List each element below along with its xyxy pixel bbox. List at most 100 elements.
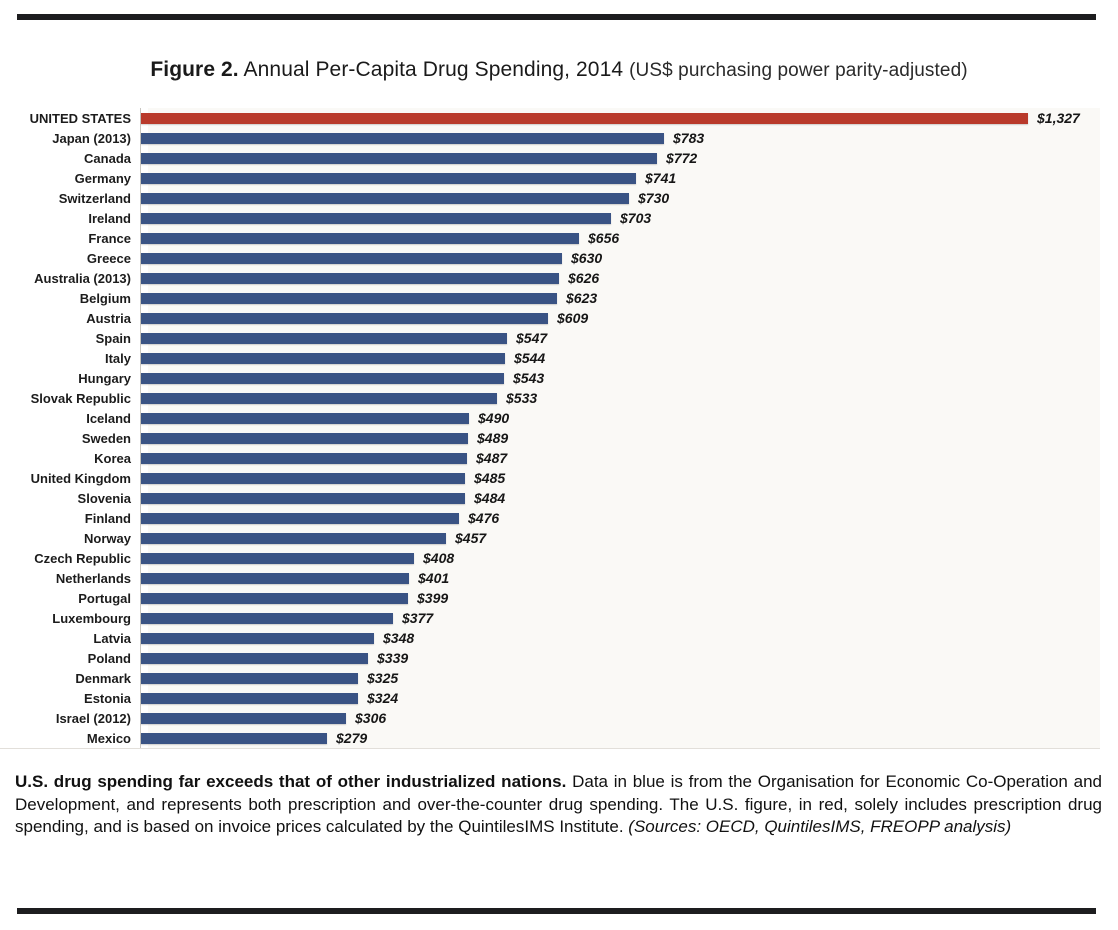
bar-row: Luxembourg $377 — [0, 608, 1100, 628]
country-label: Hungary — [78, 370, 131, 386]
bar — [141, 272, 559, 284]
bar-row: Australia (2013) $626 — [0, 268, 1100, 288]
value-label: $547 — [516, 330, 548, 346]
bar — [141, 352, 505, 364]
bar-track: $783 — [140, 128, 1100, 148]
bar — [141, 592, 408, 604]
bar-chart: UNITED STATES $1,327 Japan (2013) $783 C… — [0, 108, 1100, 749]
figure-title: Figure 2. Annual Per-Capita Drug Spendin… — [0, 58, 1118, 82]
bar-row: Israel (2012) $306 — [0, 708, 1100, 728]
country-label: United Kingdom — [30, 470, 131, 486]
country-label: Ireland — [88, 210, 131, 226]
bar-track: $476 — [140, 508, 1100, 528]
value-label: $339 — [377, 650, 409, 666]
value-label: $325 — [367, 670, 399, 686]
value-label: $399 — [417, 590, 449, 606]
bar-track: $547 — [140, 328, 1100, 348]
bar — [141, 672, 358, 684]
country-label: Spain — [95, 330, 131, 346]
bar — [141, 192, 629, 204]
value-label: $772 — [666, 150, 698, 166]
value-label: $377 — [402, 610, 434, 626]
top-rule — [17, 14, 1096, 20]
bar — [141, 472, 465, 484]
country-label: UNITED STATES — [29, 110, 131, 126]
bar-row: UNITED STATES $1,327 — [0, 108, 1100, 128]
bar-track: $306 — [140, 708, 1100, 728]
bar-row: Mexico $279 — [0, 728, 1100, 748]
bar — [141, 292, 557, 304]
caption-body: Data in blue is from the Organisation fo… — [15, 772, 1102, 836]
caption-lead: U.S. drug spending far exceeds that of o… — [15, 772, 567, 791]
value-label: $703 — [620, 210, 652, 226]
value-label: $783 — [673, 130, 705, 146]
bar-row: Norway $457 — [0, 528, 1100, 548]
country-label: Japan (2013) — [52, 130, 131, 146]
value-label: $544 — [514, 350, 546, 366]
country-label: Australia (2013) — [34, 270, 131, 286]
bar-row: Sweden $489 — [0, 428, 1100, 448]
bar — [141, 452, 467, 464]
bar — [141, 552, 414, 564]
value-label: $609 — [557, 310, 589, 326]
bar-track: $348 — [140, 628, 1100, 648]
bar-row: Spain $547 — [0, 328, 1100, 348]
bar — [141, 632, 374, 644]
bar — [141, 692, 358, 704]
bar — [141, 652, 368, 664]
bar-track: $484 — [140, 488, 1100, 508]
bar-row: France $656 — [0, 228, 1100, 248]
value-label: $656 — [588, 230, 620, 246]
value-label: $324 — [367, 690, 399, 706]
country-label: Estonia — [84, 690, 131, 706]
bar — [141, 612, 393, 624]
value-label: $489 — [477, 430, 509, 446]
value-label: $730 — [638, 190, 670, 206]
bar-row: Canada $772 — [0, 148, 1100, 168]
value-label: $626 — [568, 270, 600, 286]
country-label: Denmark — [75, 670, 131, 686]
title-main: Annual Per-Capita Drug Spending, 2014 — [238, 58, 630, 81]
bar-track: $1,327 — [140, 108, 1100, 128]
country-label: Mexico — [86, 730, 131, 746]
bar — [141, 712, 346, 724]
bar — [141, 152, 657, 164]
bar — [141, 312, 548, 324]
country-label: Switzerland — [58, 190, 131, 206]
bar-track: $324 — [140, 688, 1100, 708]
country-label: Belgium — [79, 290, 131, 306]
country-label: Latvia — [93, 630, 131, 646]
country-label: Slovak Republic — [30, 390, 131, 406]
bar-track: $543 — [140, 368, 1100, 388]
value-label: $484 — [474, 490, 506, 506]
bar-row: Italy $544 — [0, 348, 1100, 368]
bar — [141, 232, 579, 244]
value-label: $623 — [566, 290, 598, 306]
bar-row: Austria $609 — [0, 308, 1100, 328]
bar — [141, 512, 459, 524]
value-label: $741 — [645, 170, 677, 186]
bar-row: Belgium $623 — [0, 288, 1100, 308]
bar-track: $609 — [140, 308, 1100, 328]
bar — [141, 372, 504, 384]
bar — [141, 252, 562, 264]
bar-track: $490 — [140, 408, 1100, 428]
bar-track: $408 — [140, 548, 1100, 568]
bar — [141, 172, 636, 184]
bar — [141, 392, 497, 404]
value-label: $1,327 — [1037, 110, 1080, 126]
bar-row: Estonia $324 — [0, 688, 1100, 708]
bar — [141, 432, 468, 444]
bar-track: $457 — [140, 528, 1100, 548]
bar-row: Netherlands $401 — [0, 568, 1100, 588]
title-subtitle: (US$ purchasing power parity-adjusted) — [629, 60, 968, 81]
country-label: Norway — [84, 530, 131, 546]
bar — [141, 572, 409, 584]
value-label: $485 — [474, 470, 506, 486]
bar-row: Ireland $703 — [0, 208, 1100, 228]
bar-row: Finland $476 — [0, 508, 1100, 528]
bar-row: Slovenia $484 — [0, 488, 1100, 508]
bar-track: $623 — [140, 288, 1100, 308]
country-label: Portugal — [78, 590, 131, 606]
country-label: Poland — [87, 650, 131, 666]
